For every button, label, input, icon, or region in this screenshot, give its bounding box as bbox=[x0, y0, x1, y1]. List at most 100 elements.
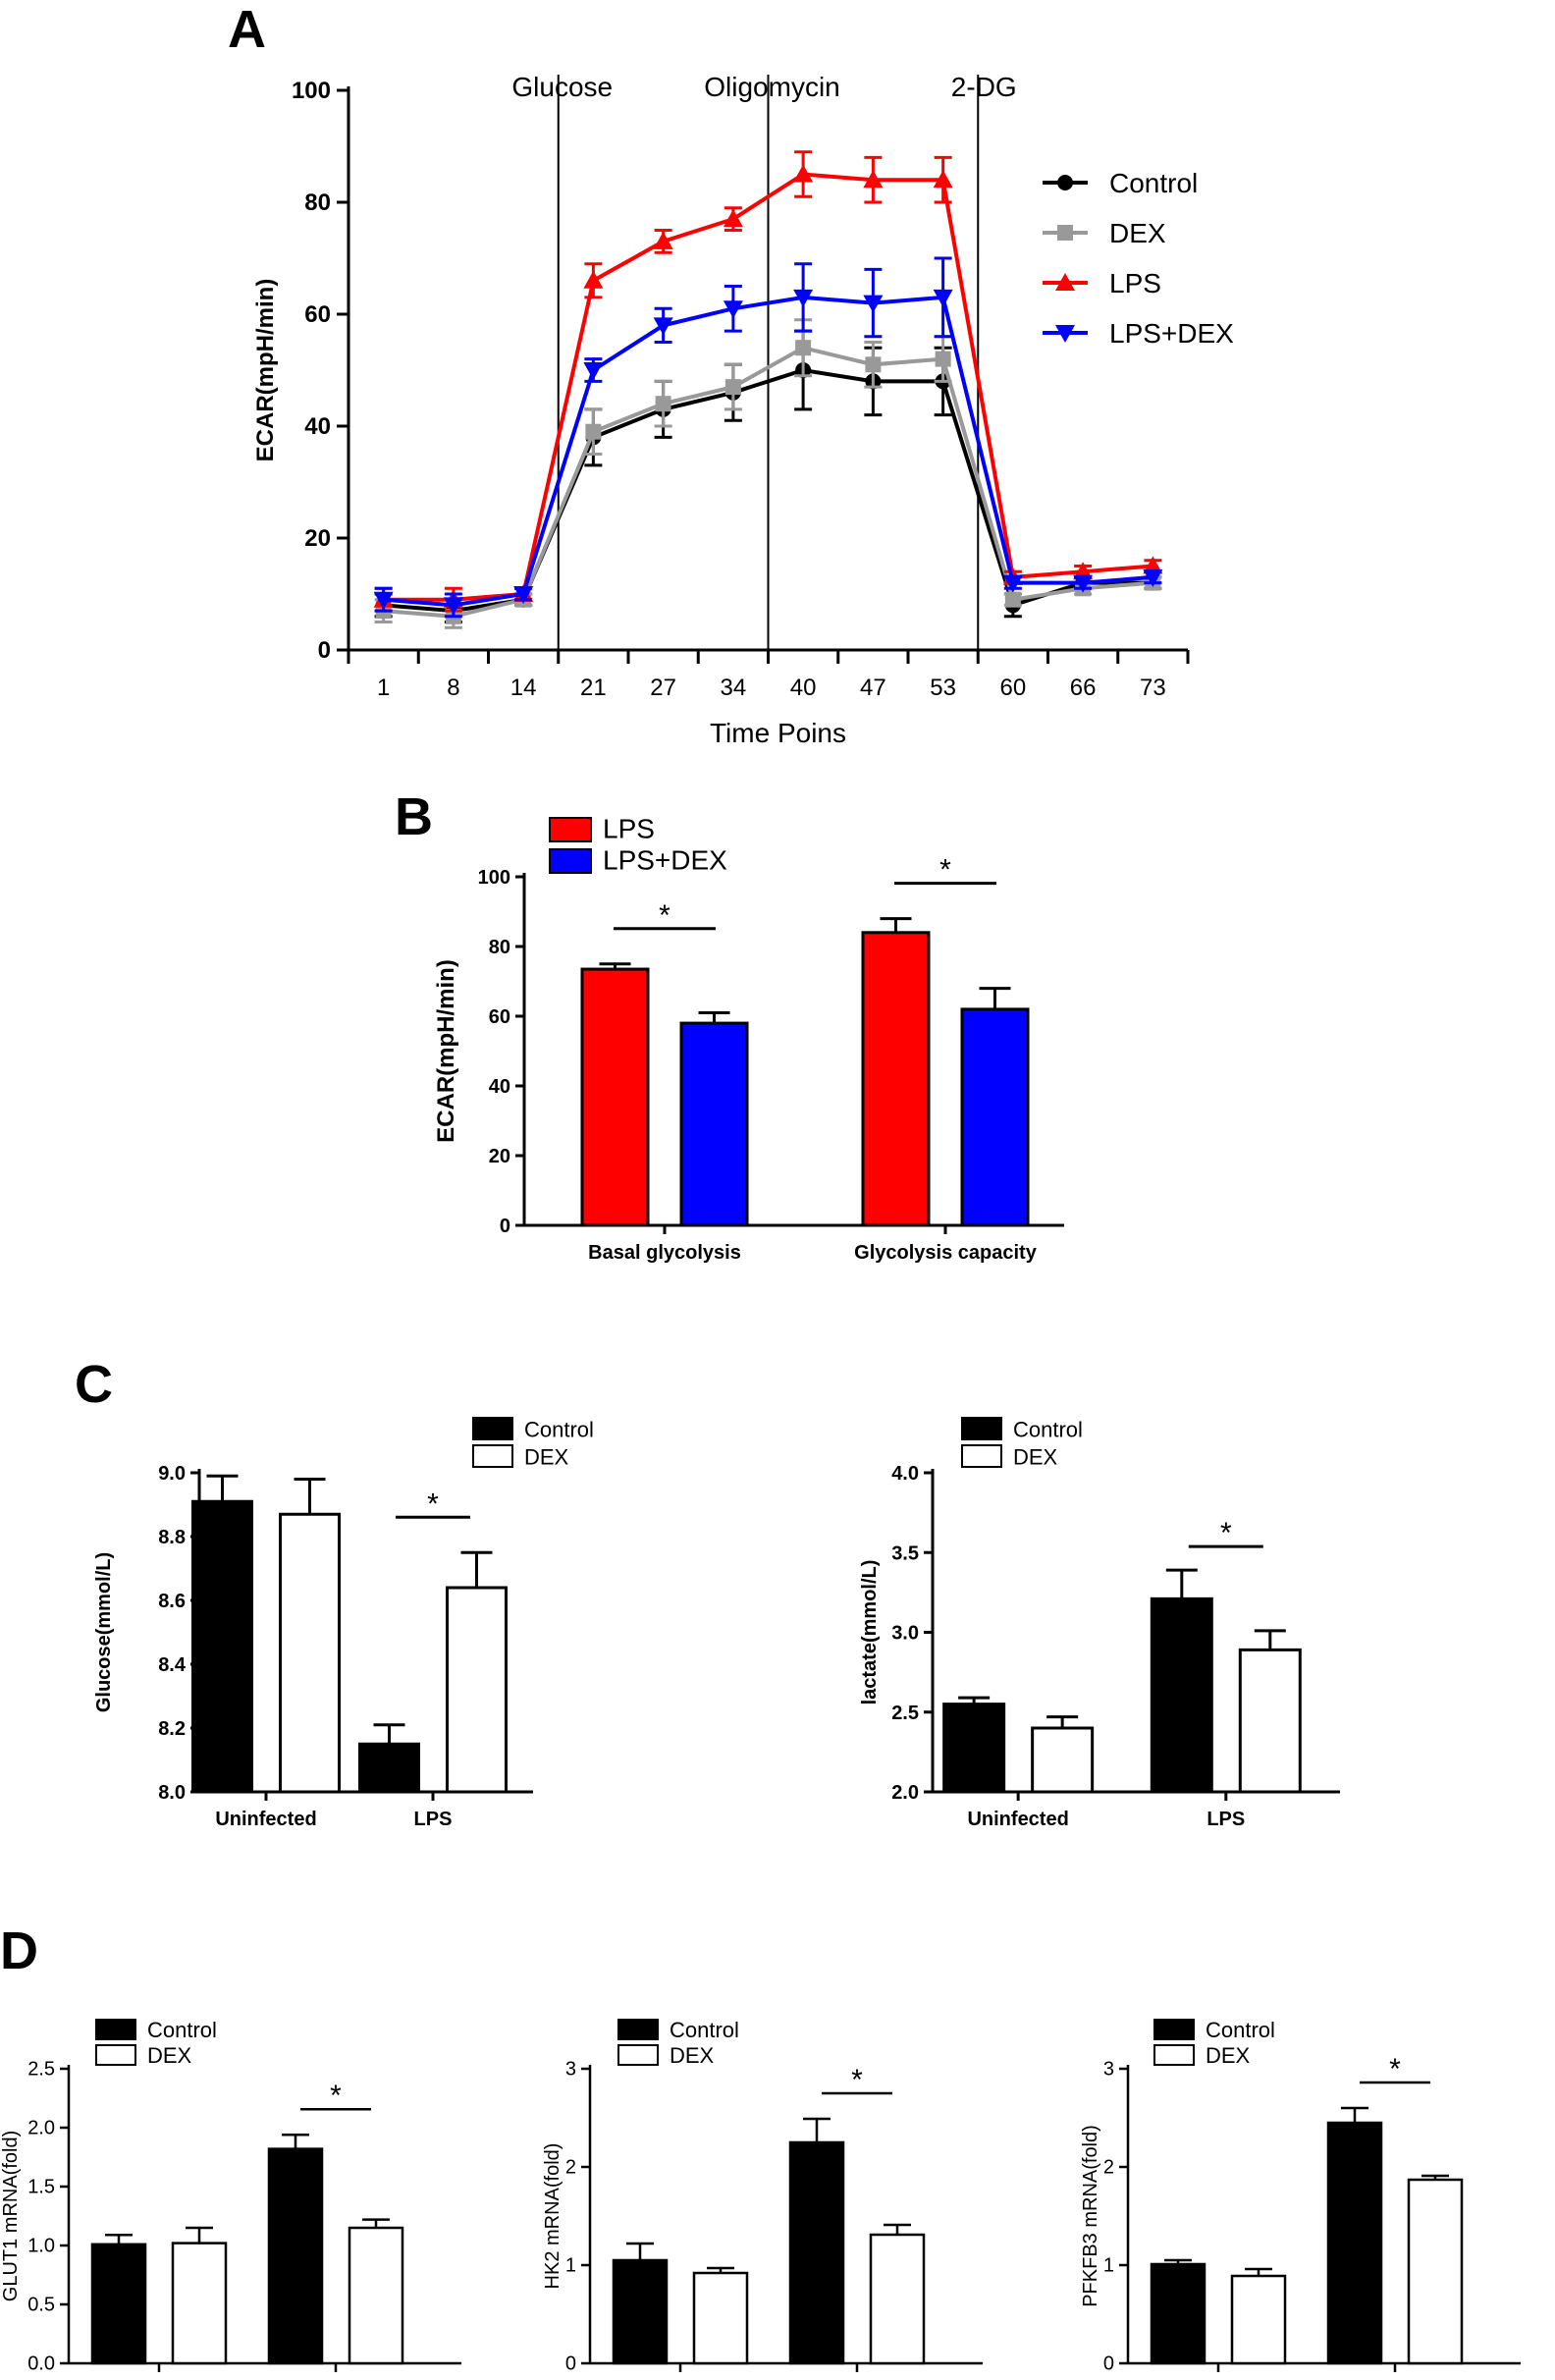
bar bbox=[679, 1021, 749, 1227]
panel-label-c: C bbox=[75, 1355, 113, 1414]
y-tick-label: 4.0 bbox=[891, 1463, 919, 1485]
legend-swatch bbox=[472, 1417, 513, 1440]
bar bbox=[788, 2140, 845, 2365]
legend-label: DEX bbox=[670, 2043, 715, 2068]
y-tick-label: 2.0 bbox=[891, 1782, 919, 1804]
y-tick-label: 100 bbox=[478, 867, 510, 889]
data-point bbox=[585, 423, 602, 440]
legend-label: Control bbox=[524, 1418, 594, 1442]
legend-label: Control bbox=[147, 2018, 217, 2042]
y-tick-label: 0.5 bbox=[27, 2294, 55, 2315]
bar bbox=[1326, 2121, 1383, 2365]
legend-swatch bbox=[1153, 2044, 1195, 2066]
x-category-label: LPS bbox=[1206, 1809, 1245, 1830]
bar bbox=[1150, 1596, 1213, 1794]
y-tick-label: 2 bbox=[1103, 2156, 1114, 2178]
y-axis-title: HK2 mRNA(fold) bbox=[542, 2143, 563, 2290]
y-tick-label: 9.0 bbox=[158, 1463, 186, 1485]
y-axis-title: ECAR(mpH/min) bbox=[433, 959, 459, 1143]
y-tick-label: 100 bbox=[292, 78, 331, 104]
y-tick-label: 3 bbox=[565, 2058, 576, 2080]
y-tick-label: 2.5 bbox=[891, 1703, 919, 1724]
x-category-label: Uninfected bbox=[215, 1809, 316, 1830]
error-bar bbox=[1046, 1715, 1079, 1728]
y-tick-label: 0 bbox=[565, 2353, 576, 2374]
bar bbox=[1150, 2262, 1206, 2365]
data-point bbox=[863, 170, 884, 189]
bar bbox=[580, 967, 650, 1227]
bar bbox=[446, 1586, 508, 1794]
x-category-label: LPS bbox=[414, 1809, 453, 1830]
y-tick-label: 0.0 bbox=[27, 2353, 55, 2374]
significance-marker: * bbox=[939, 854, 951, 887]
data-point bbox=[933, 170, 953, 189]
bar bbox=[191, 1499, 253, 1794]
data-point bbox=[935, 351, 951, 367]
x-category-label: Uninfected bbox=[108, 2378, 209, 2380]
legend-swatch bbox=[549, 848, 592, 874]
chart-d-hk2: 0 1 2 3 Uninfected LPS * HK2 mRNA(fold) ControlD… bbox=[542, 2018, 983, 2380]
y-tick-label: 8.0 bbox=[158, 1782, 186, 1804]
y-axis-title: PFKFB3 mRNA(fold) bbox=[1080, 2125, 1101, 2307]
chart-b-ecar-bars: 0 20 40 60 80 100 Basal glycolysis Glycolysis c… bbox=[433, 814, 1064, 1264]
chart-d-pfkfb3: 0 1 2 3 Uninfected LPS * PFKFB3 mRNA(fold) Contr… bbox=[1080, 2018, 1521, 2380]
significance-marker: * bbox=[1389, 2053, 1401, 2085]
x-axis-title: Time Poins bbox=[710, 718, 846, 748]
y-tick-label: 1 bbox=[565, 2254, 576, 2276]
x-tick-label: 21 bbox=[580, 675, 607, 701]
y-tick-label: 3 bbox=[1103, 2058, 1114, 2080]
legend-label: Control bbox=[1206, 2018, 1275, 2042]
legend-swatch bbox=[95, 2019, 136, 2040]
legend-marker bbox=[1057, 175, 1073, 190]
legend-label: LPS+DEX bbox=[1109, 318, 1234, 349]
y-tick-label: 40 bbox=[304, 413, 331, 440]
legend-label: DEX bbox=[1013, 1445, 1058, 1470]
x-tick-label: 47 bbox=[860, 675, 886, 701]
legend-swatch bbox=[95, 2044, 136, 2066]
data-point bbox=[653, 317, 673, 336]
bar bbox=[861, 931, 931, 1227]
y-tick-label: 3.5 bbox=[891, 1542, 919, 1564]
error-bar bbox=[362, 2218, 390, 2228]
legend-label: LPS bbox=[1109, 268, 1161, 298]
panel-label-d: D bbox=[0, 1921, 38, 1980]
data-point bbox=[653, 231, 673, 249]
error-bar bbox=[460, 1550, 493, 1588]
y-tick-label: 80 bbox=[304, 189, 331, 216]
error-bar bbox=[1254, 1629, 1286, 1650]
bar bbox=[358, 1742, 420, 1794]
error-bar bbox=[803, 2117, 831, 2142]
x-category-label: LPS bbox=[317, 2378, 355, 2380]
y-tick-label: 20 bbox=[304, 525, 331, 552]
bar bbox=[90, 2243, 147, 2365]
series-control: Control bbox=[374, 168, 1198, 623]
y-tick-label: 2.5 bbox=[27, 2058, 55, 2080]
data-point bbox=[793, 164, 814, 183]
y-tick-label: 60 bbox=[489, 1006, 510, 1028]
data-point bbox=[655, 396, 671, 412]
error-bar bbox=[979, 987, 1011, 1009]
legend-label: DEX bbox=[147, 2043, 192, 2068]
error-bar bbox=[1341, 2106, 1368, 2123]
y-tick-label: 8.6 bbox=[158, 1591, 186, 1612]
bar bbox=[692, 2271, 749, 2365]
data-point bbox=[583, 362, 604, 380]
x-tick-label: 27 bbox=[650, 675, 676, 701]
data-point bbox=[1143, 568, 1163, 587]
chart-c-glucose: 8.0 8.2 8.4 8.6 8.8 9.0 Uninfected LPS * Glucose(… bbox=[93, 1417, 594, 1830]
panel-label-a: A bbox=[228, 0, 266, 59]
legend-label: DEX bbox=[1109, 218, 1166, 248]
data-point bbox=[373, 591, 394, 610]
y-axis-title: Glucose(mmol/L) bbox=[93, 1552, 115, 1712]
data-point bbox=[513, 586, 534, 604]
event-label: 2-DG bbox=[951, 72, 1017, 102]
legend-marker bbox=[1055, 273, 1075, 291]
data-point bbox=[1004, 591, 1021, 608]
x-category-label: Basal glycolysis bbox=[588, 1242, 741, 1264]
error-bar bbox=[880, 917, 912, 933]
bar bbox=[942, 1703, 1006, 1794]
data-point bbox=[865, 356, 882, 373]
error-bar bbox=[206, 1474, 239, 1502]
y-tick-label: 3.0 bbox=[891, 1623, 919, 1645]
